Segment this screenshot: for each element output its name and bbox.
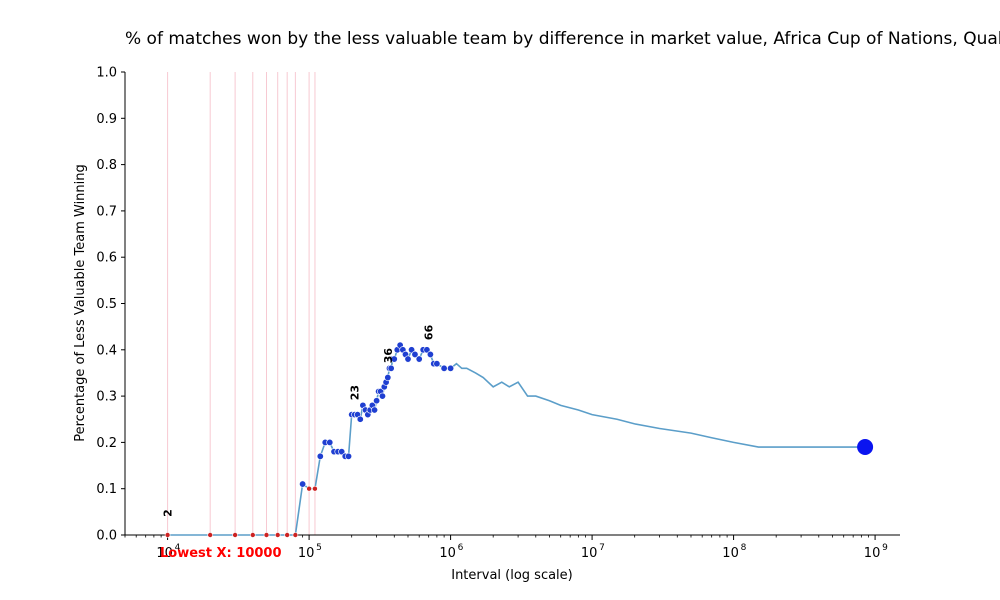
x-tick-label: 10 [298,546,315,561]
data-point [164,532,171,538]
data-point [232,532,238,538]
x-tick-exponent: 4 [175,543,181,553]
y-axis-label: Percentage of Less Valuable Team Winning [73,164,88,442]
data-point [378,392,386,400]
data-point [263,532,270,538]
x-tick-exponent: 7 [599,543,605,553]
data-point [312,485,318,492]
y-tick-label: 0.9 [96,112,117,127]
y-tick-label: 0.1 [96,482,117,497]
data-point [284,532,290,538]
data-point [426,350,434,358]
x-tick-label: 10 [156,546,173,561]
data-point [423,346,431,354]
data-point [373,397,381,405]
chart-title: % of matches won by the less valuable te… [125,29,1000,49]
y-tick-label: 0.2 [96,436,117,451]
end-point-marker [857,439,874,456]
data-point [207,532,213,538]
data-point [433,360,441,368]
data-point [404,355,412,363]
data-points [164,341,874,538]
data-point [411,350,419,358]
data-point [371,406,379,414]
y-tick-label: 0.7 [96,204,117,219]
data-point [274,532,281,538]
count-annotation: 23 [349,385,362,400]
x-tick-label: 10 [864,546,881,561]
x-tick-label: 10 [439,546,456,561]
data-point [390,355,398,363]
y-tick-label: 1.0 [96,66,117,81]
data-point [326,438,334,446]
y-tick-label: 0.4 [96,343,117,358]
data-point [249,532,256,538]
x-tick-label: 10 [581,546,598,561]
data-point [356,415,364,423]
y-tick-label: 0.0 [96,529,117,544]
vertical-marker-lines [167,72,316,535]
x-tick-exponent: 5 [316,543,322,553]
data-point [447,364,455,372]
data-point [338,448,346,456]
y-tick-label: 0.6 [96,251,117,266]
data-point [306,485,312,492]
data-point [292,532,299,538]
count-annotation: 36 [382,348,395,364]
y-tick-label: 0.8 [96,158,117,173]
y-tick-label: 0.3 [96,390,117,405]
x-tick-exponent: 6 [458,543,464,553]
count-annotations: 2 23 36 66 [162,324,436,516]
count-annotation: 2 [162,509,175,517]
data-point [387,364,395,372]
x-tick-label: 10 [722,546,739,561]
data-point [316,452,324,460]
data-point [415,355,423,363]
data-point [299,480,307,488]
data-point [440,364,448,372]
y-ticks: 0.0 0.1 0.2 0.3 0.4 0.5 0.6 0.7 0.8 0.9 1.0 [96,66,125,544]
data-point [345,452,353,460]
lowest-x-label: Lowest X: 10000 [160,546,282,561]
x-axis-label: Interval (log scale) [451,568,573,583]
x-tick-exponent: 8 [741,543,747,553]
data-point [384,374,392,382]
x-ticks: 10 4 10 5 10 6 10 7 10 8 10 9 [156,535,888,561]
y-tick-label: 0.5 [96,297,117,312]
data-point [408,346,416,354]
x-tick-exponent: 9 [882,543,888,553]
count-annotation: 66 [423,324,436,340]
